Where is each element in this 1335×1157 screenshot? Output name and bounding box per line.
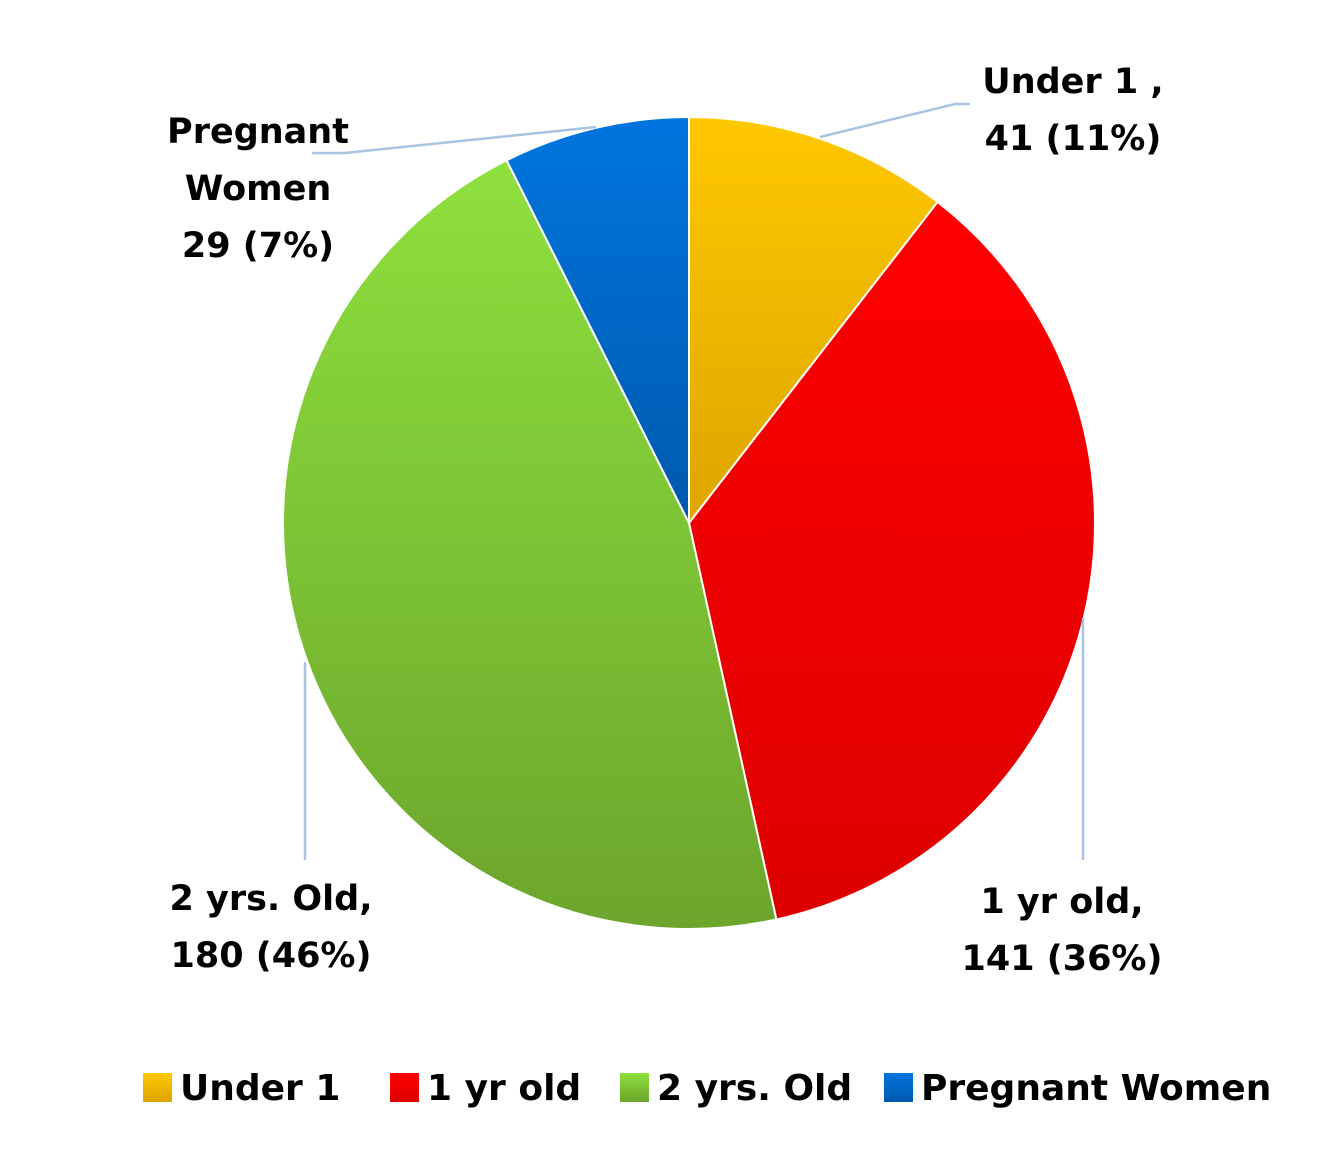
data-label-line: 2 yrs. Old, <box>169 879 372 919</box>
legend-swatch <box>620 1073 649 1102</box>
data-label-1-yr-old: 1 yr old, 141 (36%) <box>961 882 1162 979</box>
legend-item-1-yr-old: 1 yr old <box>390 1068 581 1109</box>
data-label-line: 1 yr old, <box>980 882 1143 922</box>
legend: Under 1 1 yr old 2 yrs. Old Pregnant Women <box>143 1068 1271 1109</box>
legend-label: 1 yr old <box>427 1068 581 1109</box>
data-label-line: 180 (46%) <box>170 936 371 976</box>
data-label-under-1: Under 1 , 41 (11%) <box>982 62 1163 159</box>
data-label-line: 41 (11%) <box>985 119 1162 159</box>
leader-lines <box>303 102 1085 860</box>
data-label-line: Pregnant <box>167 112 349 152</box>
legend-item-under-1: Under 1 <box>143 1068 340 1109</box>
data-label-line: Women <box>185 169 332 209</box>
data-label-line: 141 (36%) <box>961 939 1162 979</box>
legend-swatch <box>143 1073 172 1102</box>
data-label-2-yrs-old: 2 yrs. Old, 180 (46%) <box>169 879 372 976</box>
legend-label: Pregnant Women <box>921 1068 1271 1109</box>
pie-slice-under-1 <box>688 115 939 526</box>
data-label-line: Under 1 , <box>982 62 1163 102</box>
pie-slice-2-yrs-old <box>282 158 778 930</box>
legend-label: 2 yrs. Old <box>657 1068 852 1109</box>
leader-line-under-1 <box>819 102 970 139</box>
legend-swatch <box>884 1073 913 1102</box>
legend-label: Under 1 <box>180 1068 340 1109</box>
pie-slices <box>282 115 1096 930</box>
data-labels: Under 1 , 41 (11%) 1 yr old, 141 (36%) 2 yrs… <box>167 62 1164 979</box>
data-label-line: 29 (7%) <box>182 226 334 266</box>
leader-line-pregnant-women <box>312 125 597 155</box>
legend-swatch <box>390 1073 419 1102</box>
legend-item-pregnant-women: Pregnant Women <box>884 1068 1271 1109</box>
legend-item-2-yrs-old: 2 yrs. Old <box>620 1068 852 1109</box>
pie-slice-1-yr-old <box>687 200 1096 921</box>
data-label-pregnant-women: Pregnant Women 29 (7%) <box>167 112 349 266</box>
